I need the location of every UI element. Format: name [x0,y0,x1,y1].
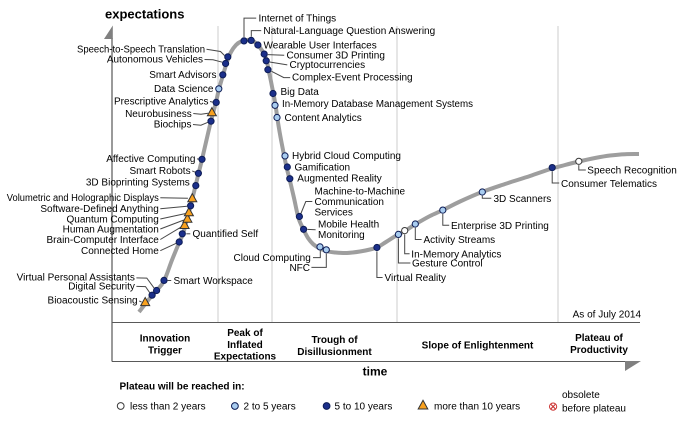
svg-text:Big Data: Big Data [281,87,320,98]
svg-text:Consumer 3D Printing: Consumer 3D Printing [287,51,385,62]
svg-text:Connected Home: Connected Home [81,246,159,257]
svg-text:Prescriptive Analytics: Prescriptive Analytics [114,97,208,108]
svg-text:Augmented Reality: Augmented Reality [297,174,382,185]
svg-text:Natural-Language Question Answ: Natural-Language Question Answering [263,26,435,37]
svg-text:Bioacoustic Sensing: Bioacoustic Sensing [48,296,138,307]
svg-text:Productivity: Productivity [570,345,628,356]
svg-text:Speech-to-Speech Translation: Speech-to-Speech Translation [77,45,205,56]
svg-text:Complex-Event Processing: Complex-Event Processing [292,73,413,84]
svg-text:Smart Robots: Smart Robots [129,166,190,177]
svg-text:Activity Streams: Activity Streams [424,235,496,246]
svg-text:Mobile Health: Mobile Health [318,220,379,231]
svg-text:Quantum Computing: Quantum Computing [67,214,159,225]
svg-text:Human Augmentation: Human Augmentation [63,224,159,235]
svg-text:Slope of Enlightenment: Slope of Enlightenment [422,340,534,351]
svg-text:Virtual Reality: Virtual Reality [385,273,447,284]
svg-text:Plateau will be reached in:: Plateau will be reached in: [120,382,245,393]
svg-text:expectations: expectations [105,7,184,22]
svg-text:Biochips: Biochips [154,120,192,131]
svg-text:Affective Computing: Affective Computing [106,154,195,165]
svg-text:Peak of: Peak of [227,328,263,339]
svg-text:Digital Security: Digital Security [68,281,135,292]
svg-text:obsolete: obsolete [562,390,600,401]
svg-text:5 to 10 years: 5 to 10 years [335,402,393,413]
svg-text:2 to 5 years: 2 to 5 years [244,402,296,413]
svg-text:Expectations: Expectations [214,351,277,362]
svg-text:Wearable User Interfaces: Wearable User Interfaces [264,41,377,52]
svg-text:Inflated: Inflated [227,340,263,351]
svg-text:time: time [363,365,388,379]
svg-text:Gesture Control: Gesture Control [412,259,483,270]
svg-text:Smart Workspace: Smart Workspace [174,276,254,287]
svg-text:Data Science: Data Science [154,84,214,95]
svg-text:Trigger: Trigger [148,346,182,357]
svg-text:Autonomous Vehicles: Autonomous Vehicles [107,55,203,66]
svg-text:Cloud Computing: Cloud Computing [234,253,311,264]
svg-text:Smart Advisors: Smart Advisors [149,70,216,81]
svg-text:before plateau: before plateau [562,403,626,414]
svg-text:Software-Defined Anything: Software-Defined Anything [40,204,158,215]
svg-text:Internet of Things: Internet of Things [259,14,337,25]
svg-text:Consumer Telematics: Consumer Telematics [561,179,657,190]
svg-text:Quantified Self: Quantified Self [193,229,259,240]
svg-text:Virtual Personal Assistants: Virtual Personal Assistants [17,273,135,284]
svg-text:Services: Services [315,208,353,219]
svg-text:Cryptocurrencies: Cryptocurrencies [290,60,366,71]
svg-text:Gamification: Gamification [295,162,351,173]
svg-text:Communication: Communication [315,197,384,208]
svg-text:Monitoring: Monitoring [318,230,365,241]
svg-text:Enterprise 3D Printing: Enterprise 3D Printing [451,221,549,232]
svg-text:Trough of: Trough of [311,335,358,346]
svg-text:3D Bioprinting Systems: 3D Bioprinting Systems [86,178,190,189]
svg-text:As of July 2014: As of July 2014 [573,310,642,321]
svg-text:Brain-Computer Interface: Brain-Computer Interface [47,235,160,246]
svg-text:In-Memory Analytics: In-Memory Analytics [411,249,501,260]
svg-text:less than 2 years: less than 2 years [130,402,206,413]
svg-text:Volumetric and Holographic Dis: Volumetric and Holographic Displays [7,193,159,204]
svg-text:Innovation: Innovation [140,334,191,345]
svg-text:In-Memory Database Management: In-Memory Database Management Systems [282,99,473,110]
svg-text:3D Scanners: 3D Scanners [494,194,552,205]
svg-text:Hybrid Cloud Computing: Hybrid Cloud Computing [292,151,401,162]
svg-text:more than 10 years: more than 10 years [434,402,520,413]
svg-text:Speech Recognition: Speech Recognition [587,166,677,177]
svg-text:NFC: NFC [289,263,310,274]
svg-text:Plateau of: Plateau of [575,333,623,344]
svg-text:Machine-to-Machine: Machine-to-Machine [315,187,406,198]
svg-text:Content Analytics: Content Analytics [285,113,362,124]
svg-text:Disillusionment: Disillusionment [297,347,372,358]
svg-text:Neurobusiness: Neurobusiness [125,109,192,120]
